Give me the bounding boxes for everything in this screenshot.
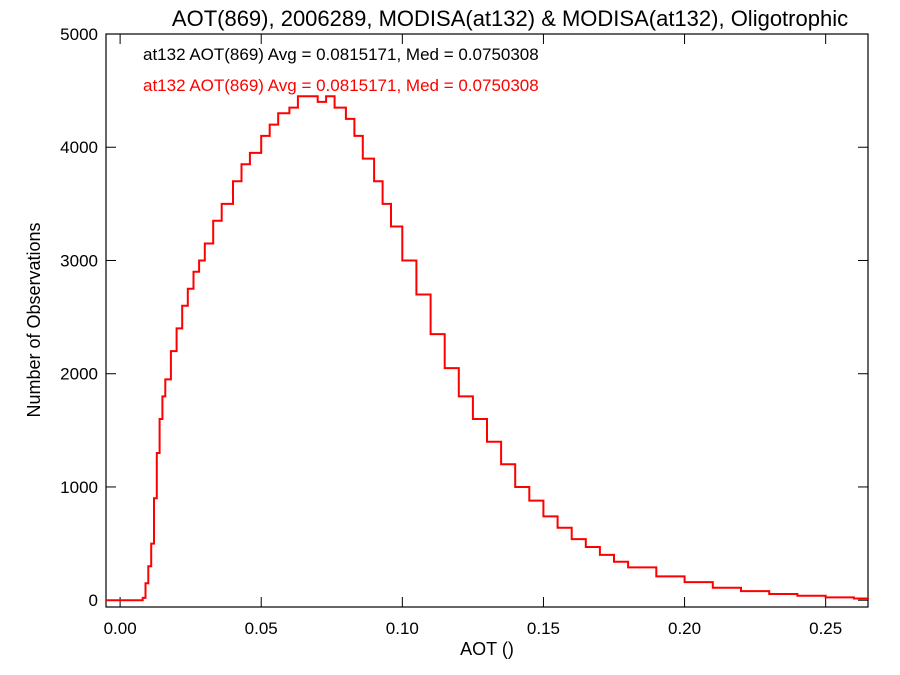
y-tick-label: 2000 <box>60 365 98 384</box>
x-tick-label: 0.25 <box>809 619 842 638</box>
plot-frame <box>105 33 869 608</box>
y-tick-label: 1000 <box>60 478 98 497</box>
x-tick-label: 0.10 <box>386 619 419 638</box>
y-tick-label: 3000 <box>60 251 98 270</box>
x-tick-label: 0.00 <box>104 619 137 638</box>
x-axis-ticks: 0.00 0.05 0.10 0.15 0.20 0.25 <box>104 34 842 638</box>
histogram-series-line <box>106 95 869 602</box>
y-tick-label: 5000 <box>60 25 98 44</box>
annotation-black: at132 AOT(869) Avg = 0.0815171, Med = 0.… <box>143 45 539 64</box>
x-tick-label: 0.15 <box>527 619 560 638</box>
x-tick-label: 0.20 <box>668 619 701 638</box>
x-tick-label: 0.05 <box>245 619 278 638</box>
x-axis-label: AOT () <box>460 639 514 659</box>
y-tick-label: 0 <box>89 591 98 610</box>
y-tick-label: 4000 <box>60 138 98 157</box>
y-axis-label: Number of Observations <box>24 222 44 417</box>
annotation-red: at132 AOT(869) Avg = 0.0815171, Med = 0.… <box>143 76 539 95</box>
chart-title: AOT(869), 2006289, MODISA(at132) & MODIS… <box>172 6 848 31</box>
